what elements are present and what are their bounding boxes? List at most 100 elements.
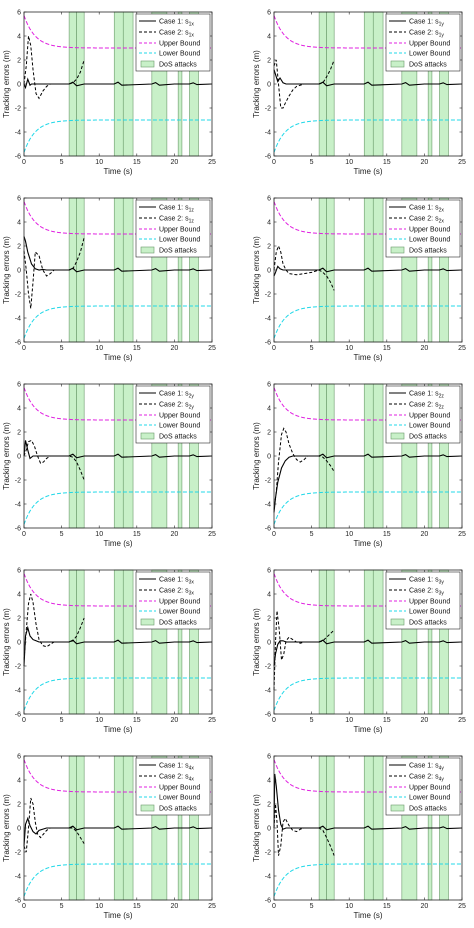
y-tick-label: 2 (17, 58, 21, 65)
y-tick-label: -6 (15, 154, 21, 161)
case1-line (273, 453, 463, 513)
legend-label-upper: Upper Bound (159, 599, 200, 606)
legend-label-case2: Case 2: s1y (409, 30, 444, 39)
legend-label-case2: Case 2: s3y (409, 588, 444, 597)
legend-label-upper: Upper Bound (159, 413, 200, 420)
y-tick-label: -6 (265, 526, 271, 533)
case1-line (23, 440, 213, 460)
case2-line (273, 803, 335, 856)
lower-bound-line (273, 305, 462, 339)
x-axis-title: Time (s) (353, 539, 382, 548)
lower-bound-line (23, 119, 212, 153)
x-tick-label: 10 (95, 345, 103, 352)
x-axis-title: Time (s) (103, 725, 132, 734)
legend-label-case1: Case 1: s1x (159, 19, 194, 28)
x-tick-label: 0 (22, 345, 26, 352)
x-tick-label: 15 (383, 345, 391, 352)
panel-4y: 0 5 10 15 20 25 -6 -4 -2 0 2 4 6 Time (s) Tracking err… (252, 754, 466, 921)
legend: Case 1: s4x Case 2: s4x Upper Bound Lower B… (135, 757, 211, 816)
legend-swatch-dos (140, 60, 155, 68)
y-tick-label: -2 (15, 664, 21, 671)
legend-label-dos: DoS attacks (159, 62, 197, 69)
case2-line (23, 35, 85, 100)
x-axis-title: Time (s) (103, 167, 132, 176)
y-tick-label: 4 (267, 220, 271, 227)
dos-interval-4 (122, 197, 134, 343)
legend-label-lower: Lower Bound (159, 423, 200, 430)
x-tick-label: 5 (310, 717, 314, 724)
x-tick-label: 15 (383, 717, 391, 724)
y-tick-label: 0 (17, 640, 21, 647)
case2-line (273, 610, 335, 691)
legend-label-case1: Case 1: s2y (159, 391, 194, 400)
y-tick-label: -2 (265, 664, 271, 671)
legend-box (135, 757, 211, 816)
y-axis-title: Tracking errors (m) (2, 794, 11, 862)
y-tick-label: 2 (17, 616, 21, 623)
legend-label-case2: Case 2: s3x (159, 588, 194, 597)
legend: Case 1: s3x Case 2: s3x Upper Bound Lower B… (135, 571, 211, 630)
y-tick-label: -2 (265, 850, 271, 857)
lower-bound-line (23, 491, 212, 525)
y-tick-label: 4 (267, 406, 271, 413)
y-tick-label: 2 (267, 58, 271, 65)
legend-label-case2: Case 2: s2y (159, 402, 194, 411)
case1-line (273, 639, 463, 667)
legend-label-dos: DoS attacks (159, 806, 197, 813)
y-tick-label: 6 (17, 10, 21, 17)
legend-label-dos: DoS attacks (159, 620, 197, 627)
legend-label-lower: Lower Bound (409, 795, 450, 802)
panel-3x: 0 5 10 15 20 25 -6 -4 -2 0 2 4 6 Time (s) Tracking err… (2, 568, 216, 735)
dos-interval-4 (372, 755, 384, 901)
y-tick-label: 4 (17, 778, 21, 785)
y-tick-label: 2 (17, 430, 21, 437)
x-tick-label: 10 (345, 717, 353, 724)
legend-swatch-dos (390, 60, 405, 68)
x-tick-label: 20 (421, 345, 429, 352)
x-tick-label: 0 (272, 159, 276, 166)
x-tick-label: 5 (310, 345, 314, 352)
x-tick-label: 20 (171, 531, 179, 538)
legend-label-upper: Upper Bound (409, 41, 450, 48)
legend: Case 1: s1y Case 2: s1y Upper Bound Lower B… (385, 13, 461, 72)
lower-bound-line (273, 491, 462, 525)
x-tick-label: 25 (458, 717, 466, 724)
y-tick-label: 0 (267, 268, 271, 275)
y-axis-title: Tracking errors (m) (2, 50, 11, 118)
x-tick-label: 10 (95, 531, 103, 538)
x-tick-label: 20 (421, 531, 429, 538)
x-tick-label: 0 (22, 159, 26, 166)
y-tick-label: -4 (265, 316, 271, 323)
x-axis-title: Time (s) (353, 353, 382, 362)
y-tick-label: 6 (17, 196, 21, 203)
x-tick-label: 15 (383, 159, 391, 166)
legend-label-lower: Lower Bound (159, 237, 200, 244)
x-tick-label: 5 (60, 903, 64, 910)
y-tick-label: 4 (267, 592, 271, 599)
y-tick-label: 4 (267, 34, 271, 41)
y-tick-label: -6 (265, 712, 271, 719)
lower-bound-line (273, 119, 462, 153)
legend-label-upper: Upper Bound (409, 413, 450, 420)
y-tick-label: -2 (15, 292, 21, 299)
x-tick-label: 0 (22, 531, 26, 538)
y-tick-label: -4 (15, 316, 21, 323)
legend-label-lower: Lower Bound (409, 237, 450, 244)
y-tick-label: 6 (267, 568, 271, 575)
legend-swatch-dos (390, 804, 405, 812)
dos-interval-3 (363, 11, 374, 157)
legend-label-dos: DoS attacks (409, 62, 447, 69)
y-tick-label: -4 (15, 688, 21, 695)
x-tick-label: 5 (60, 531, 64, 538)
y-tick-label: 2 (267, 244, 271, 251)
y-axis-title: Tracking errors (m) (2, 608, 11, 676)
legend: Case 1: s4y Case 2: s4y Upper Bound Lower B… (385, 757, 461, 816)
dos-interval-3 (113, 11, 124, 157)
y-tick-label: -2 (265, 292, 271, 299)
y-tick-label: 0 (267, 454, 271, 461)
x-tick-label: 20 (421, 159, 429, 166)
legend-swatch-dos (140, 804, 155, 812)
x-tick-label: 25 (208, 345, 216, 352)
x-tick-label: 15 (133, 159, 141, 166)
